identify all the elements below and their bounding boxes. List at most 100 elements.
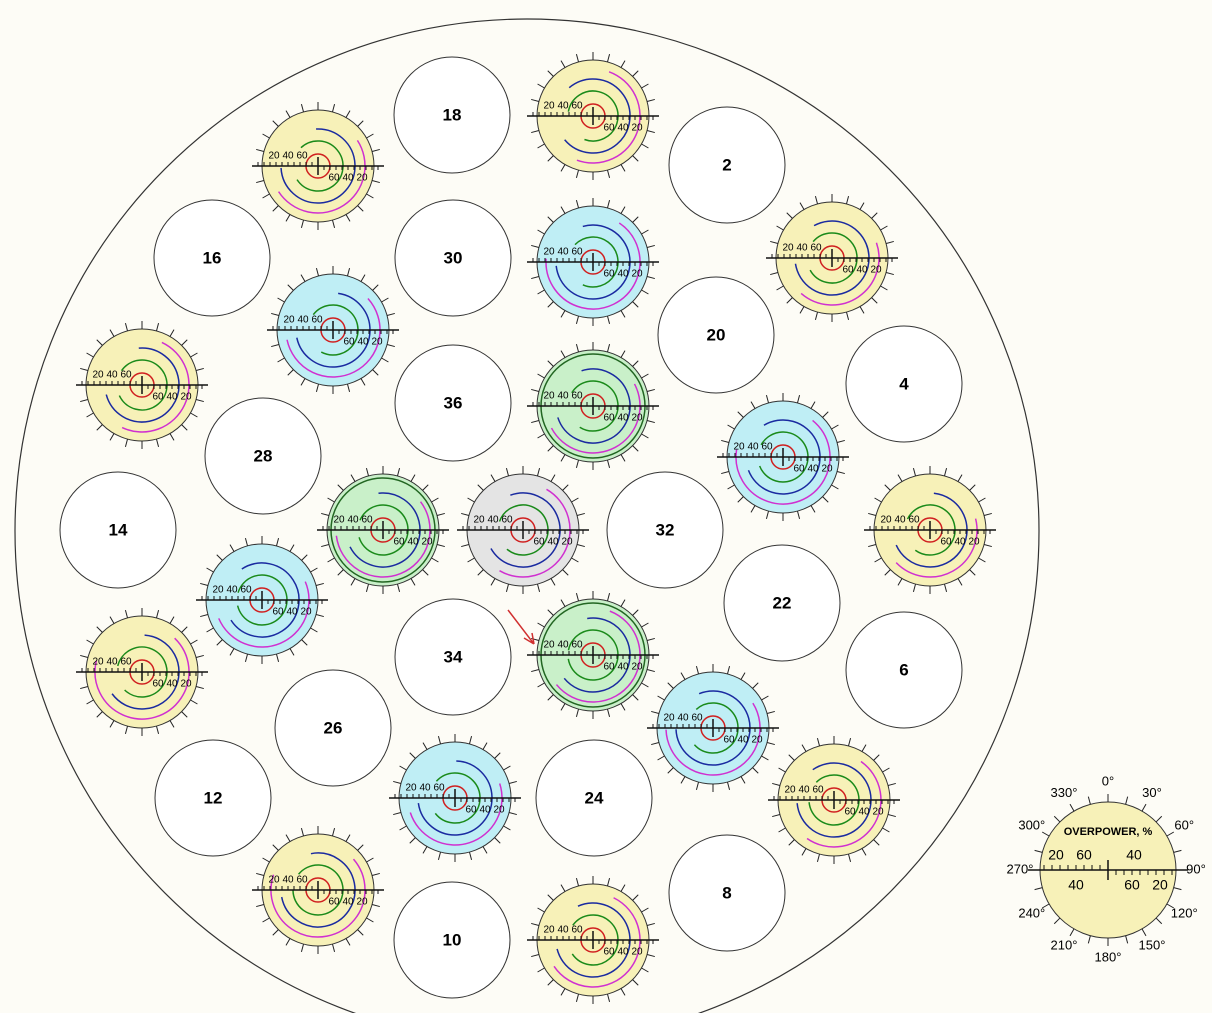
gauge-tick [321,544,330,548]
gauge-tick [727,781,731,790]
gauge-tick [868,512,877,516]
scale-label: 60 [120,370,132,381]
scale-label: 40 [557,247,569,258]
gauge-tick [571,497,579,503]
scale-label: 60 [812,785,824,796]
gauge-tick [310,627,318,633]
gauge-tick [345,214,351,222]
blue-arc [895,492,968,568]
gauge-tick [490,474,496,482]
legend-tick [1069,928,1075,937]
scale-label: 40 [894,515,906,526]
legend-tick [1053,917,1061,925]
gauge-tick [345,110,351,118]
gauge-tick [366,857,374,863]
assembly-label: 32 [656,520,675,539]
gauge-tick [410,578,416,586]
gauge-tick [646,420,655,424]
gauge-tick [575,200,579,209]
gauge-tick [810,505,816,513]
gauge-tick [641,682,649,688]
assembly-label: 36 [444,393,463,412]
gauge-tick [778,827,786,833]
gauge-tick [575,878,579,887]
gauge-tick [169,433,175,441]
gauge-tick [109,616,115,624]
assembly [845,325,963,443]
magenta-arc [555,610,641,703]
scale-label: 60 [842,265,854,276]
gauge-tick [531,954,540,958]
legend-scale: 40 [1126,847,1142,863]
scale-label: 60 [533,537,545,548]
gauge-tick [547,155,554,162]
blue-arc [794,220,870,296]
gauge-tick [508,812,517,816]
gauge-tick [880,225,888,231]
assembly [393,56,511,174]
gauge-tick [632,70,639,77]
gauge-tick [547,445,554,452]
scale-label: 60 [761,442,773,453]
gauge-tick [632,894,639,901]
gauge-tick [721,439,730,443]
gauge-tick [969,569,976,576]
gauge-tick [271,344,280,348]
gauge-tick [437,851,441,860]
blue-arc [280,852,356,928]
assembly [393,881,511,999]
gauge-tick [315,383,319,392]
gauge-tick [360,378,366,386]
gauge-tick [272,844,279,851]
gauge-tick [109,433,115,441]
gauge-tick [651,742,660,746]
gauge-tick [620,599,626,607]
blue-arc [564,78,631,154]
scale-label: 20 [543,247,555,258]
scale-label: 20 [405,783,417,794]
gauge-tick [393,780,402,784]
blue-arc [417,760,493,836]
gauge-tick [276,538,280,547]
gauge-tick [897,474,903,482]
scale-label: 20 [268,875,280,886]
legend-angle: 0° [1102,773,1114,788]
gauge-tick [607,169,611,178]
scale-label: 40 [419,783,431,794]
gauge-tick [96,424,103,431]
scale-label: 20 [784,785,796,796]
gauge-tick [607,459,611,468]
magenta-arc [277,139,366,214]
scale-label: 40 [479,805,491,816]
gauge-tick [537,622,545,628]
legend-angle: 120° [1171,905,1198,920]
legend-angle: 330° [1051,785,1078,800]
gauge-tick [547,694,554,701]
gauge-tick [287,284,294,291]
legend-angle: 90° [1186,861,1206,876]
gauge-tick [641,83,649,89]
gauge-tick [350,578,356,586]
legend-angle: 150° [1139,938,1166,953]
gauge-tick [124,438,128,447]
gauge-tick [620,703,626,711]
gauge-tick [169,329,175,337]
gauge-tick [357,205,364,212]
scale-label: 40 [796,243,808,254]
gauge-tick [620,164,626,172]
gauge-tick [884,569,891,576]
scale-label: 20 [92,657,104,668]
gauge-tick [109,720,115,728]
legend-scale: 60 [1076,847,1092,863]
gauge-tick [96,626,103,633]
scale-label: 40 [954,537,966,548]
assembly-label: 12 [204,788,223,807]
gauge-tick [505,583,509,592]
scale-label: 40 [677,713,689,724]
gauge-tick [482,742,488,750]
gauge-tick [632,609,639,616]
blue-arc [747,419,821,495]
gauge-tick [461,544,470,548]
scale-label: 40 [347,515,359,526]
gauge-tick [285,110,291,118]
